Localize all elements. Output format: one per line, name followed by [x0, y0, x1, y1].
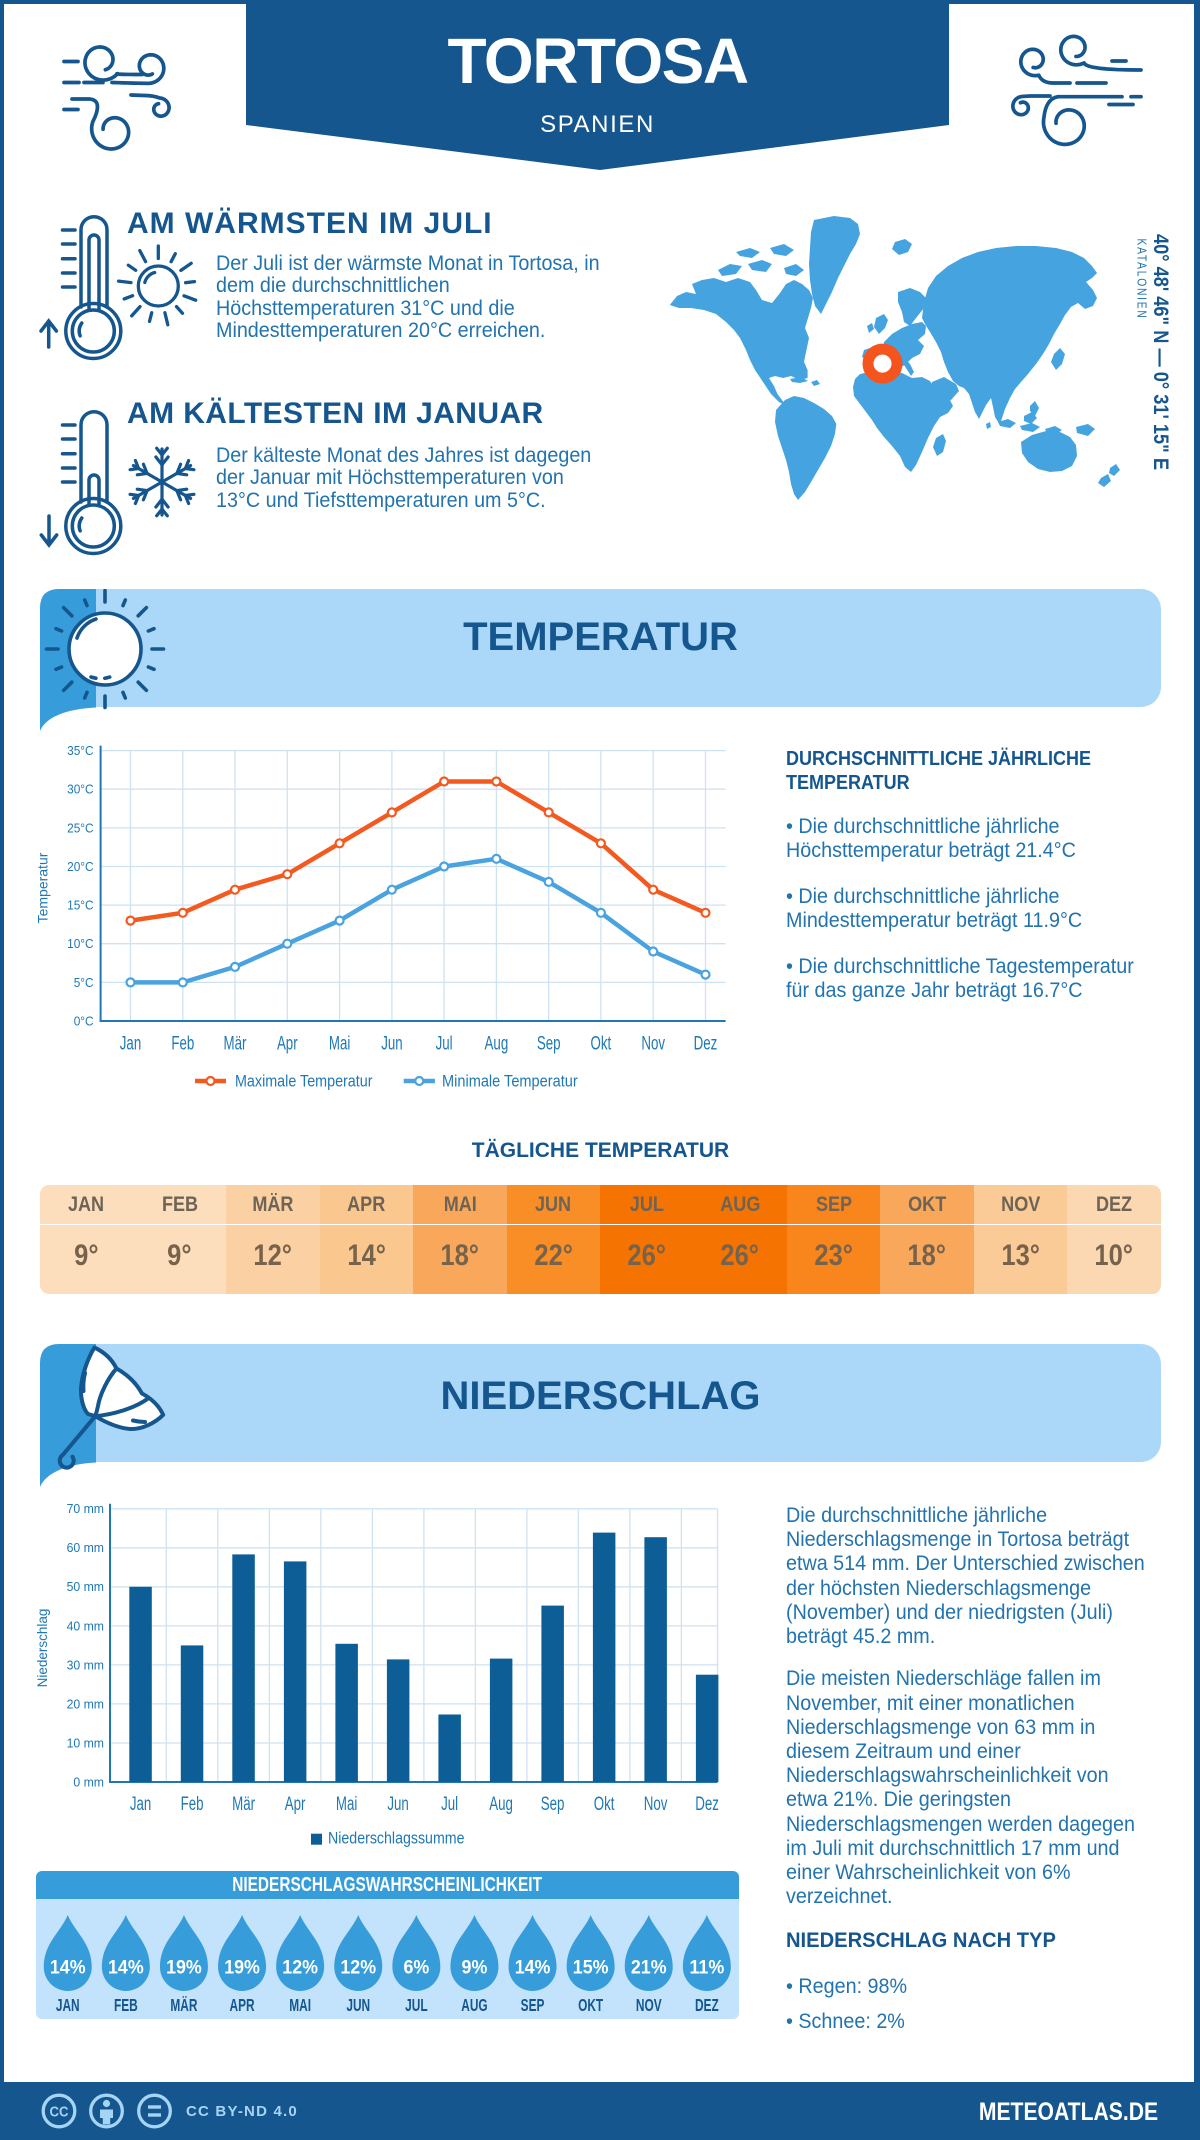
svg-text:NOV: NOV: [636, 1995, 662, 2015]
svg-text:Temperatur: Temperatur: [35, 852, 51, 923]
svg-text:40 mm: 40 mm: [67, 1619, 104, 1633]
svg-text:KATALONIEN: KATALONIEN: [1135, 239, 1150, 320]
svg-text:Dez: Dez: [694, 1034, 718, 1055]
svg-text:Jan: Jan: [130, 1794, 151, 1815]
svg-text:Okt: Okt: [594, 1794, 615, 1815]
svg-text:Mai: Mai: [329, 1034, 350, 1055]
svg-text:30 mm: 30 mm: [67, 1658, 104, 1672]
svg-text:Sep: Sep: [541, 1794, 565, 1815]
svg-text:Maximale Temperatur: Maximale Temperatur: [235, 1072, 373, 1091]
svg-text:JUL: JUL: [405, 1995, 428, 2015]
svg-text:25°C: 25°C: [67, 821, 94, 835]
svg-text:Minimale Temperatur: Minimale Temperatur: [442, 1072, 578, 1091]
svg-text:20°C: 20°C: [67, 860, 94, 874]
svg-text:Mär: Mär: [224, 1034, 247, 1055]
svg-text:DEZ: DEZ: [695, 1995, 719, 2015]
svg-text:14%: 14%: [515, 1957, 551, 1978]
svg-text:Jun: Jun: [387, 1794, 408, 1815]
svg-text:0°C: 0°C: [74, 1014, 94, 1028]
svg-text:50 mm: 50 mm: [67, 1580, 104, 1594]
svg-text:35°C: 35°C: [67, 744, 94, 758]
svg-text:15%: 15%: [573, 1957, 609, 1978]
svg-text:Mär: Mär: [232, 1794, 255, 1815]
svg-text:19%: 19%: [224, 1957, 260, 1978]
svg-text:11%: 11%: [689, 1957, 724, 1978]
svg-text:APR: APR: [230, 1995, 255, 2015]
svg-text:Jul: Jul: [441, 1794, 458, 1815]
svg-text:Feb: Feb: [181, 1794, 204, 1815]
svg-text:Mai: Mai: [336, 1794, 357, 1815]
svg-text:40° 48' 46" N — 0° 31' 15" E: 40° 48' 46" N — 0° 31' 15" E: [1149, 234, 1172, 470]
svg-text:OKT: OKT: [578, 1995, 603, 2015]
svg-text:SEP: SEP: [521, 1995, 545, 2015]
svg-text:Nov: Nov: [644, 1794, 668, 1815]
svg-text:Apr: Apr: [277, 1034, 298, 1055]
svg-text:Niederschlag: Niederschlag: [35, 1609, 50, 1688]
svg-text:JUN: JUN: [346, 1995, 370, 2015]
svg-text:FEB: FEB: [114, 1995, 138, 2015]
svg-text:Nov: Nov: [641, 1034, 665, 1055]
svg-text:30°C: 30°C: [67, 783, 94, 797]
svg-text:21%: 21%: [631, 1957, 667, 1978]
svg-text:Jun: Jun: [381, 1034, 402, 1055]
svg-text:Dez: Dez: [695, 1794, 719, 1815]
svg-text:70 mm: 70 mm: [67, 1502, 104, 1516]
svg-text:Okt: Okt: [591, 1034, 612, 1055]
svg-text:MAI: MAI: [289, 1995, 311, 2015]
svg-text:Niederschlagssumme: Niederschlagssumme: [328, 1829, 465, 1848]
svg-text:AUG: AUG: [461, 1995, 487, 2015]
svg-text:Jul: Jul: [436, 1034, 453, 1055]
svg-text:CC: CC: [50, 2105, 69, 2121]
svg-text:Aug: Aug: [489, 1794, 513, 1815]
svg-text:Feb: Feb: [171, 1034, 194, 1055]
svg-text:0 mm: 0 mm: [73, 1775, 104, 1789]
svg-text:Jan: Jan: [120, 1034, 141, 1055]
svg-text:19%: 19%: [166, 1957, 202, 1978]
svg-text:MÄR: MÄR: [170, 1995, 197, 2015]
svg-text:10 mm: 10 mm: [67, 1736, 104, 1750]
svg-text:Apr: Apr: [285, 1794, 306, 1815]
svg-text:10°C: 10°C: [67, 937, 94, 951]
svg-text:15°C: 15°C: [67, 899, 94, 913]
svg-text:14%: 14%: [50, 1957, 86, 1978]
svg-text:5°C: 5°C: [74, 976, 94, 990]
svg-text:9%: 9%: [462, 1957, 488, 1978]
svg-text:20 mm: 20 mm: [67, 1697, 104, 1711]
svg-text:6%: 6%: [403, 1957, 429, 1978]
svg-text:JAN: JAN: [56, 1995, 80, 2015]
svg-text:12%: 12%: [340, 1957, 376, 1978]
svg-text:60 mm: 60 mm: [67, 1541, 104, 1555]
svg-text:12%: 12%: [282, 1957, 318, 1978]
svg-text:14%: 14%: [108, 1957, 144, 1978]
svg-text:Sep: Sep: [537, 1034, 561, 1055]
svg-text:Aug: Aug: [485, 1034, 509, 1055]
